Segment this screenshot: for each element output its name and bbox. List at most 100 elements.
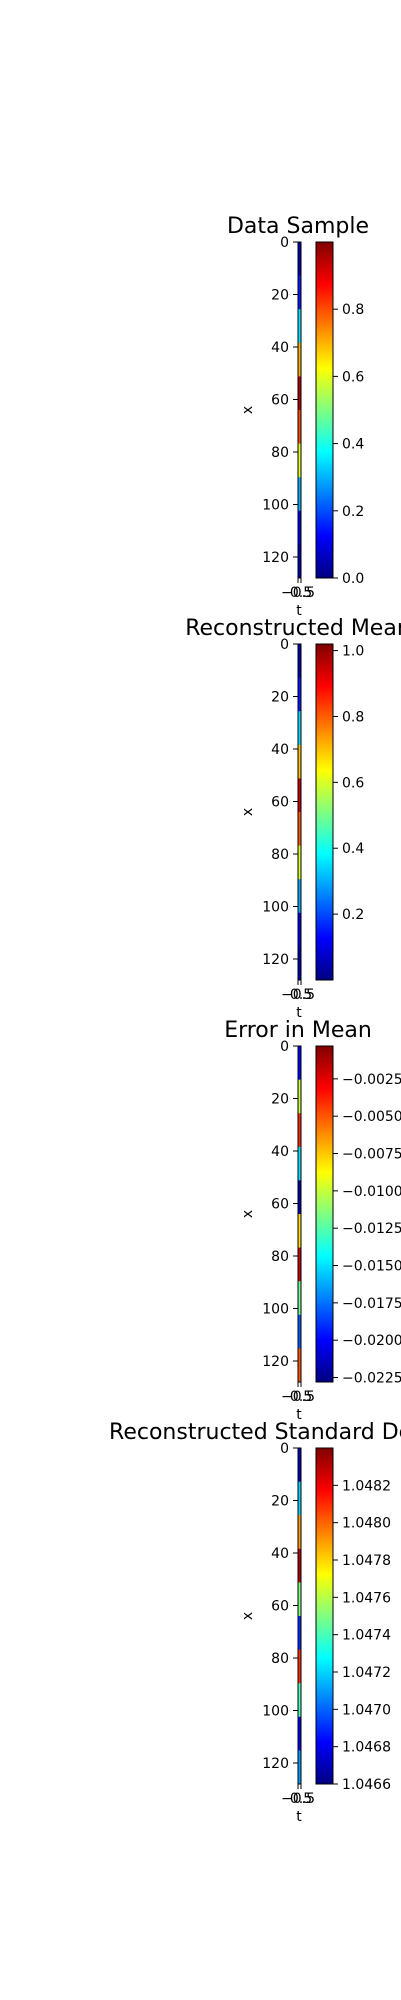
heatmap-cell [298,1146,301,1181]
heatmap-cell [298,1214,301,1249]
y-tick-label: 100 [262,498,289,514]
heatmap-frame [297,241,302,579]
x-tick-label: −0.5 [281,1791,315,1807]
heatmap-cell [298,510,301,545]
colorbar-tick-label: 1.0478 [342,1553,391,1569]
y-tick-label: 0 [280,235,289,251]
x-axis-label: t [296,1809,302,1825]
colorbar-tick-label: 0.4 [342,437,364,453]
chart-title: Error in Mean [224,1018,372,1043]
colorbar-tick-label: 1.0474 [342,1628,391,1644]
colorbar-tick-label: −0.0175 [342,1296,401,1312]
y-tick-label: 40 [271,742,289,758]
y-tick-label: 0 [280,1039,289,1055]
heatmap-cell [298,1348,301,1383]
y-tick-label: 60 [271,393,289,409]
heatmap-cell [298,242,301,277]
colorbar-tick-label: 1.0468 [342,1740,391,1756]
heatmap-cell [298,1515,301,1550]
colorbar-tick-label: −0.0200 [342,1333,401,1349]
colorbar-tick-label: 1.0470 [342,1702,391,1718]
x-tick-label: 0.5 [290,585,312,601]
heatmap-cell [298,1481,301,1516]
heatmap-cell [298,1582,301,1617]
y-tick-label: 20 [271,690,289,706]
heatmap-cell [298,812,301,847]
y-tick-label: 60 [271,795,289,811]
colorbar-tick-label: 1.0482 [342,1478,391,1494]
x-axis-label: t [296,1407,302,1423]
y-tick-label: 80 [271,1651,289,1667]
y-tick-label: 120 [262,1756,289,1772]
x-axis-label: t [296,603,302,619]
y-axis-label: x [240,1612,256,1620]
y-tick-label: 20 [271,288,289,304]
y-tick-label: 40 [271,1144,289,1160]
chart-title: Reconstructed Mean [185,616,401,641]
colorbar-tick-label: 1.0476 [342,1590,391,1606]
heatmap-frame [297,1045,302,1383]
heatmap-frame [297,1447,302,1785]
colorbar-tick-label: 1.0 [342,644,364,660]
heatmap-cell [298,1046,301,1081]
x-tick-label: −0.5 [281,987,315,1003]
x-tick-label: 0.5 [290,987,312,1003]
heatmap-cell [298,845,301,880]
chart-panel-4: Reconstructed Standard Deviation0 20 40 60 8… [109,1420,401,1825]
colorbar-tick-label: 1.0466 [342,1777,391,1793]
y-tick-label: 120 [262,550,289,566]
colorbar-tick-label: 0.2 [342,907,364,923]
x-tick-label: 0.5 [290,1791,312,1807]
heatmap-cell [298,744,301,779]
y-tick-label: 40 [271,340,289,356]
heatmap-cell [298,443,301,478]
x-tick-label: −0.5 [281,1389,315,1405]
y-tick-label: 60 [271,1599,289,1615]
heatmap-cell [298,275,301,310]
colorbar-tick-label: −0.0100 [342,1184,401,1200]
heatmap-cell [298,1649,301,1684]
y-axis-label: x [240,406,256,414]
heatmap-cell [298,1113,301,1148]
colorbar-tick-label: 0.0 [342,571,364,587]
colorbar [315,1447,334,1785]
heatmap-cell [298,342,301,377]
x-tick-label: −0.5 [281,585,315,601]
heatmap-cell [298,1716,301,1751]
colorbar-tick-label: −0.0025 [342,1072,401,1088]
colorbar-tick-label: 0.2 [342,504,364,520]
colorbar-tick-label: 0.8 [342,709,364,725]
x-tick-label: 0.5 [290,1389,312,1405]
colorbar-tick-label: 0.6 [342,775,364,791]
y-tick-label: 100 [262,1302,289,1318]
colorbar [315,1045,334,1383]
y-tick-label: 100 [262,900,289,916]
colorbar [315,241,334,579]
heatmap-cell [298,477,301,512]
heatmap-cell [298,544,301,579]
colorbar [315,643,334,981]
colorbar-tick-label: 1.0480 [342,1516,391,1532]
colorbar-tick-label: 1.0472 [342,1665,391,1681]
heatmap-cell [298,1448,301,1483]
y-tick-label: 80 [271,445,289,461]
heatmap-cell [298,1616,301,1651]
y-tick-label: 80 [271,847,289,863]
y-tick-label: 120 [262,952,289,968]
y-tick-label: 20 [271,1092,289,1108]
colorbar-tick-label: 0.8 [342,302,364,318]
y-tick-label: 0 [280,1441,289,1457]
heatmap-cell [298,410,301,445]
heatmap-cell [298,879,301,914]
y-tick-label: 100 [262,1704,289,1720]
heatmap-cell [298,1247,301,1282]
heatmap-frame [297,643,302,981]
y-tick-label: 80 [271,1249,289,1265]
heatmap-cell [298,1683,301,1718]
heatmap-cell [298,912,301,947]
y-tick-label: 0 [280,637,289,653]
